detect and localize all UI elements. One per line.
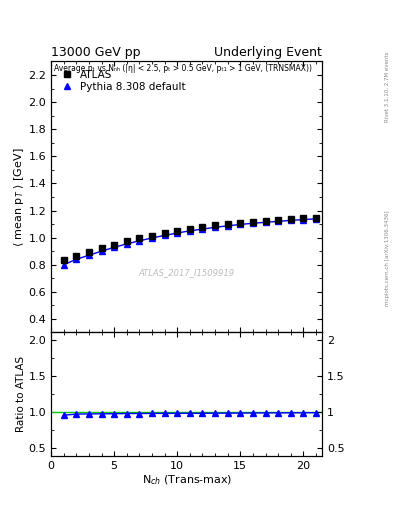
ATLAS: [74, 253, 79, 260]
Pythia 8.308 default: [301, 217, 306, 223]
Pythia 8.308 default: [276, 218, 281, 224]
Pythia 8.308 default: [86, 252, 91, 259]
Pythia 8.308 default: [225, 223, 230, 229]
Text: 13000 GeV pp: 13000 GeV pp: [51, 46, 141, 59]
Line: Pythia 8.308 default: Pythia 8.308 default: [61, 216, 319, 267]
ATLAS: [276, 217, 281, 223]
Pythia 8.308 default: [314, 216, 318, 222]
Pythia 8.308 default: [61, 262, 66, 268]
Text: Rivet 3.1.10, 2.7M events: Rivet 3.1.10, 2.7M events: [385, 52, 389, 122]
ATLAS: [150, 232, 154, 239]
Y-axis label: $\langle$ mean p$_T$ $\rangle$ [GeV]: $\langle$ mean p$_T$ $\rangle$ [GeV]: [11, 147, 26, 247]
Pythia 8.308 default: [187, 228, 192, 234]
Text: mcplots.cern.ch [arXiv:1306.3436]: mcplots.cern.ch [arXiv:1306.3436]: [385, 211, 389, 306]
ATLAS: [225, 221, 230, 227]
Pythia 8.308 default: [137, 238, 142, 244]
Pythia 8.308 default: [288, 217, 293, 223]
ATLAS: [301, 216, 306, 222]
Pythia 8.308 default: [263, 219, 268, 225]
ATLAS: [99, 245, 104, 251]
Pythia 8.308 default: [200, 226, 205, 232]
ATLAS: [125, 239, 129, 245]
Pythia 8.308 default: [74, 256, 79, 262]
ATLAS: [137, 236, 142, 242]
Text: Underlying Event: Underlying Event: [215, 46, 322, 59]
Pythia 8.308 default: [162, 232, 167, 239]
Pythia 8.308 default: [250, 220, 255, 226]
Text: Average pₜ vs Nₙₕ (|η| < 2.5, pₜ > 0.5 GeV, pₜ₁ > 1 GeV, (TRNSMAX)): Average pₜ vs Nₙₕ (|η| < 2.5, pₜ > 0.5 G…: [54, 64, 312, 73]
ATLAS: [187, 226, 192, 232]
Pythia 8.308 default: [213, 224, 217, 230]
ATLAS: [263, 218, 268, 224]
Pythia 8.308 default: [238, 221, 242, 227]
ATLAS: [250, 219, 255, 225]
ATLAS: [175, 228, 180, 234]
ATLAS: [162, 230, 167, 236]
Pythia 8.308 default: [175, 230, 180, 236]
Legend: ATLAS, Pythia 8.308 default: ATLAS, Pythia 8.308 default: [56, 67, 189, 95]
Pythia 8.308 default: [125, 241, 129, 247]
ATLAS: [288, 216, 293, 222]
Pythia 8.308 default: [150, 235, 154, 241]
ATLAS: [213, 222, 217, 228]
ATLAS: [238, 220, 242, 226]
Pythia 8.308 default: [99, 248, 104, 254]
ATLAS: [200, 224, 205, 230]
Text: ATLAS_2017_I1509919: ATLAS_2017_I1509919: [139, 268, 235, 278]
ATLAS: [86, 249, 91, 255]
Line: ATLAS: ATLAS: [60, 214, 320, 264]
ATLAS: [314, 215, 318, 221]
ATLAS: [61, 257, 66, 263]
Pythia 8.308 default: [112, 244, 116, 250]
Y-axis label: Ratio to ATLAS: Ratio to ATLAS: [16, 356, 26, 432]
X-axis label: N$_{ch}$ (Trans-max): N$_{ch}$ (Trans-max): [141, 473, 232, 487]
ATLAS: [112, 242, 116, 248]
